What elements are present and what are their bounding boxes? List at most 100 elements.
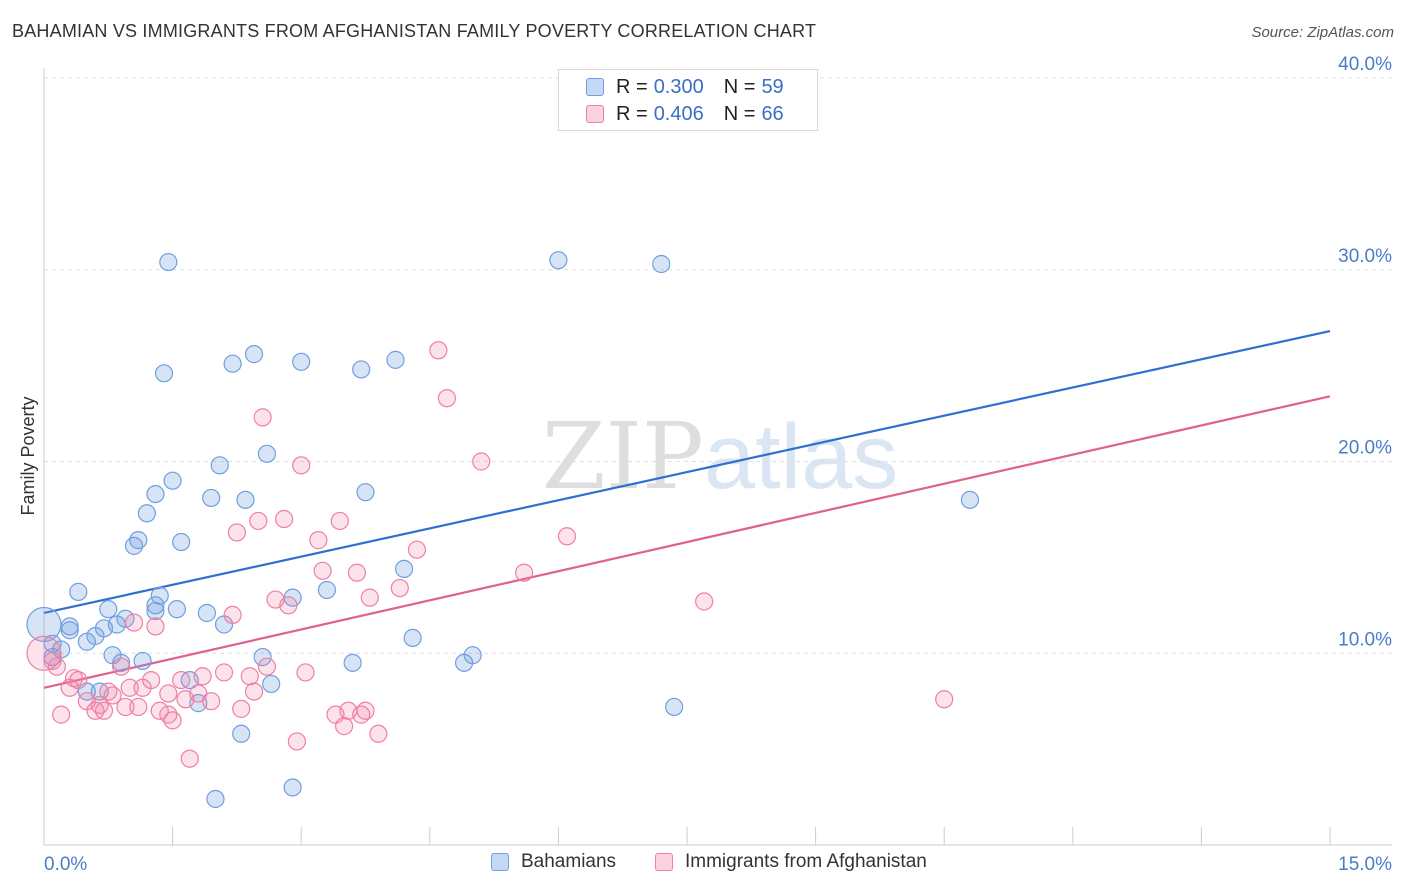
bahamian-point: [159, 252, 178, 272]
watermark-zip: ZIP: [542, 403, 704, 510]
afghanistan-point: [146, 617, 165, 636]
bahamian-point: [172, 532, 191, 552]
bahamian-point: [202, 488, 221, 508]
bahamian-point: [960, 490, 980, 509]
bahamian-point: [463, 646, 482, 665]
afghanistan-point: [347, 563, 367, 582]
bahamian-point: [146, 484, 165, 504]
afghanistan-point: [150, 701, 169, 720]
bahamian-point: [133, 651, 152, 671]
afghanistan-point: [292, 456, 311, 475]
correlation-legend: R = 0.300 N = 59 R = 0.406 N = 66: [558, 69, 818, 131]
afghanistan-point: [202, 692, 221, 711]
x-tick-label: 0.0%: [44, 854, 87, 875]
y-tick-label: 10.0%: [1338, 629, 1392, 650]
afghanistan-point: [369, 724, 388, 743]
bahamian-point: [137, 504, 156, 523]
afghanistan-point: [935, 690, 954, 709]
bahamian-point: [549, 251, 568, 270]
bahamian-point: [197, 603, 216, 623]
bahamian-point: [652, 254, 671, 274]
chart-source: Source: ZipAtlas.com: [1251, 24, 1394, 41]
bahamian-point: [244, 345, 264, 364]
legend-n-value: 59: [761, 75, 784, 98]
afghanistan-point: [69, 670, 88, 690]
afghanistan-point: [244, 682, 264, 701]
legend-swatch-blue: [586, 78, 604, 96]
bahamian-point: [665, 697, 684, 717]
bahamian-point: [60, 621, 79, 640]
bahamian-point: [223, 354, 242, 373]
afghanistan-point: [103, 686, 122, 705]
bahamian-point: [262, 674, 281, 694]
bottom-legend-swatch-blue: [491, 853, 509, 871]
afghanistan-point: [253, 408, 272, 427]
afghanistan-point: [695, 592, 714, 611]
bahamian-point: [232, 724, 251, 743]
bottom-legend-bahamians: Bahamians: [491, 851, 616, 873]
afghanistan-point: [142, 670, 161, 690]
x-tick-label: 15.0%: [1338, 854, 1392, 875]
afghanistan-point: [112, 657, 131, 676]
y-axis-label: Family Poverty: [18, 396, 38, 515]
y-tick-label: 30.0%: [1338, 246, 1392, 267]
bahamian-trend-line: [43, 330, 1331, 615]
bahamian-point: [129, 531, 148, 550]
bottom-legend-afghanistan: Immigrants from Afghanistan: [655, 851, 927, 873]
afghanistan-point: [287, 732, 307, 751]
bahamian-point: [352, 360, 371, 379]
axis-layer: 10.0% 20.0% 30.0% 40.0% 0.0% 15.0%: [43, 54, 1392, 875]
afghanistan-point: [223, 605, 242, 625]
afghanistan-point: [26, 635, 62, 671]
bahamian-point: [386, 350, 405, 369]
afghanistan-point: [296, 663, 315, 682]
afghanistan-point: [309, 531, 328, 550]
afghanistan-point: [557, 527, 577, 546]
afghanistan-point: [227, 523, 246, 542]
bahamian-point: [146, 596, 165, 615]
afghanistan-point: [356, 701, 375, 720]
legend-r-label: R =: [616, 102, 648, 125]
bahamian-point: [154, 364, 174, 383]
legend-n-label: N =: [723, 102, 756, 125]
afghanistan-point: [124, 613, 144, 632]
legend-r-value: 0.406: [653, 102, 704, 125]
bahamian-point: [206, 789, 225, 809]
afghanistan-point: [313, 561, 332, 580]
bahamian-point: [394, 559, 414, 578]
bahamian-point: [167, 600, 186, 619]
afghanistan-point: [515, 563, 534, 582]
afghanistan-point: [159, 684, 178, 703]
afghanistan-point: [326, 705, 345, 724]
bahamian-point: [253, 647, 272, 667]
afghanistan-point: [429, 341, 448, 360]
afghanistan-point: [129, 697, 148, 717]
chart-title: BAHAMIAN VS IMMIGRANTS FROM AFGHANISTAN …: [12, 21, 817, 41]
y-tick-label: 40.0%: [1338, 54, 1392, 75]
bahamian-point: [283, 778, 302, 797]
afghanistan-point: [330, 511, 349, 531]
bahamian-point: [163, 471, 182, 490]
bottom-legend-swatch-pink: [655, 853, 673, 871]
legend-swatch-pink: [586, 105, 604, 123]
afghanistan-point: [172, 670, 191, 690]
legend-r-label: R =: [616, 75, 648, 98]
bahamian-point: [150, 586, 169, 605]
legend-row-afghanistan: R = 0.406 N = 66: [559, 101, 784, 127]
afghanistan-point: [94, 701, 114, 720]
trend-layer: [43, 330, 1331, 689]
bahamian-point: [116, 609, 135, 628]
bahamian-point: [317, 580, 337, 600]
afghanistan-point: [437, 389, 457, 408]
bahamian-point: [343, 653, 362, 672]
bahamian-point: [60, 617, 79, 636]
afghanistan-point: [360, 588, 379, 607]
afghanistan-point: [240, 667, 259, 686]
afghanistan-point: [52, 705, 71, 724]
bahamian-point: [403, 628, 422, 648]
bahamian-point: [112, 653, 131, 672]
afghanistan-point: [274, 509, 294, 529]
bahamian-point: [69, 582, 88, 601]
bahamian-point: [292, 352, 311, 371]
legend-n-label: N =: [723, 75, 756, 98]
